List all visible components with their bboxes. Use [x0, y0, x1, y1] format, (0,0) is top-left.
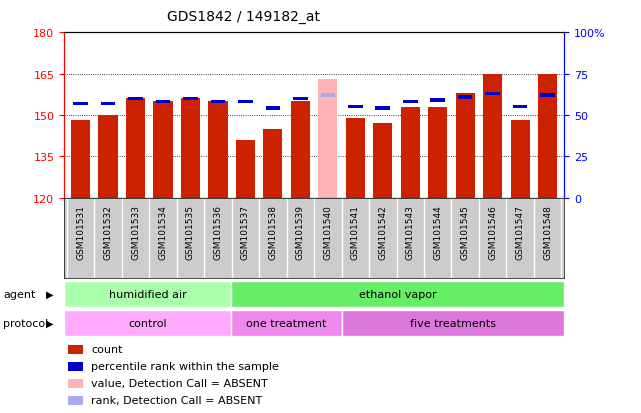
- Text: GSM101536: GSM101536: [213, 205, 222, 259]
- Bar: [208, 102, 228, 198]
- Bar: [403, 101, 417, 104]
- Text: five treatments: five treatments: [410, 318, 496, 328]
- Bar: [458, 96, 472, 99]
- Text: GSM101548: GSM101548: [543, 205, 552, 259]
- Text: GSM101546: GSM101546: [488, 205, 497, 259]
- Text: GSM101535: GSM101535: [186, 205, 195, 259]
- Bar: [318, 80, 337, 198]
- Text: ethanol vapor: ethanol vapor: [358, 289, 437, 299]
- Text: GSM101547: GSM101547: [515, 205, 524, 259]
- Bar: [345, 119, 365, 198]
- Bar: [68, 345, 83, 354]
- Bar: [342, 310, 564, 337]
- Bar: [263, 129, 283, 198]
- Bar: [265, 107, 280, 111]
- Text: GSM101541: GSM101541: [351, 205, 360, 259]
- Bar: [68, 396, 83, 405]
- Text: GSM101531: GSM101531: [76, 205, 85, 259]
- Text: GSM101542: GSM101542: [378, 205, 387, 259]
- Text: control: control: [128, 318, 167, 328]
- Bar: [485, 93, 500, 96]
- Text: GSM101532: GSM101532: [104, 205, 113, 259]
- Text: ▶: ▶: [46, 289, 54, 299]
- Text: GSM101538: GSM101538: [269, 205, 278, 259]
- Text: GSM101544: GSM101544: [433, 205, 442, 259]
- Text: agent: agent: [3, 289, 36, 299]
- Text: GSM101537: GSM101537: [241, 205, 250, 259]
- Bar: [73, 102, 88, 106]
- Bar: [513, 106, 528, 109]
- Text: GDS1842 / 149182_at: GDS1842 / 149182_at: [167, 10, 320, 24]
- Bar: [373, 124, 392, 198]
- Bar: [320, 94, 335, 97]
- Bar: [231, 281, 564, 308]
- Bar: [538, 74, 557, 198]
- Text: GSM101540: GSM101540: [323, 205, 332, 259]
- Bar: [236, 140, 255, 198]
- Text: GSM101543: GSM101543: [406, 205, 415, 259]
- Text: GSM101545: GSM101545: [461, 205, 470, 259]
- Text: rank, Detection Call = ABSENT: rank, Detection Call = ABSENT: [91, 395, 262, 405]
- Bar: [430, 99, 445, 102]
- Bar: [183, 97, 198, 101]
- Bar: [540, 94, 555, 97]
- Bar: [483, 74, 503, 198]
- Bar: [231, 310, 342, 337]
- Bar: [238, 101, 253, 104]
- Bar: [71, 121, 90, 198]
- Bar: [101, 102, 115, 106]
- Bar: [401, 107, 420, 198]
- Bar: [126, 99, 145, 198]
- Text: ▶: ▶: [46, 318, 54, 328]
- Text: protocol: protocol: [3, 318, 49, 328]
- Bar: [181, 99, 200, 198]
- Bar: [456, 94, 475, 198]
- Bar: [428, 107, 447, 198]
- Bar: [64, 281, 231, 308]
- Bar: [376, 107, 390, 111]
- Bar: [291, 102, 310, 198]
- Text: count: count: [91, 344, 122, 354]
- Text: value, Detection Call = ABSENT: value, Detection Call = ABSENT: [91, 378, 268, 388]
- Text: percentile rank within the sample: percentile rank within the sample: [91, 361, 279, 371]
- Bar: [153, 102, 172, 198]
- Bar: [348, 106, 363, 109]
- Bar: [510, 121, 529, 198]
- Text: GSM101533: GSM101533: [131, 205, 140, 259]
- Bar: [64, 310, 231, 337]
- Text: GSM101534: GSM101534: [158, 205, 167, 259]
- Bar: [68, 362, 83, 371]
- Bar: [68, 379, 83, 388]
- Bar: [211, 101, 225, 104]
- Text: humidified air: humidified air: [108, 289, 187, 299]
- Bar: [128, 97, 143, 101]
- Bar: [99, 116, 118, 198]
- Text: GSM101539: GSM101539: [296, 205, 305, 259]
- Bar: [293, 97, 308, 101]
- Text: one treatment: one treatment: [246, 318, 326, 328]
- Bar: [156, 101, 171, 104]
